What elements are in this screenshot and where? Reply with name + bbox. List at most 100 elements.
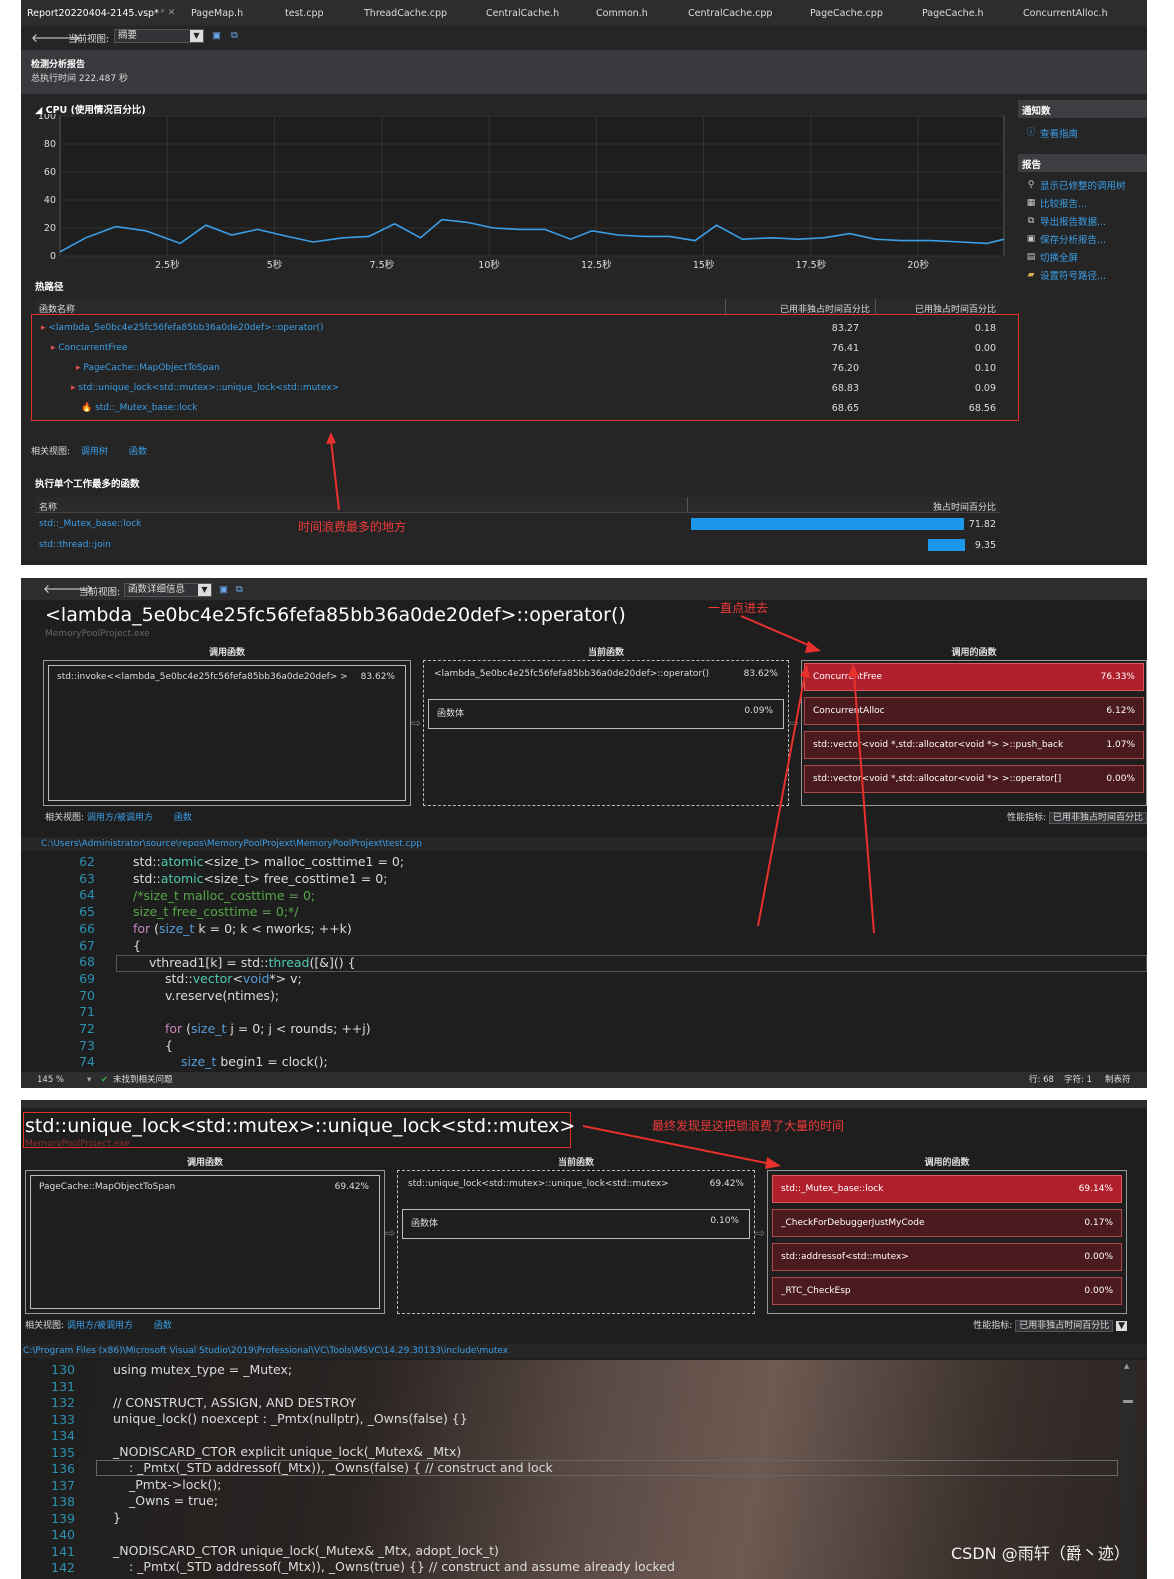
col-exclusive[interactable]: 已用独占时间百分比 [914,305,996,315]
current-function-name[interactable]: <lambda_5e0bc4e25fc56fefa85bb36a0de20def… [434,669,710,679]
functions-link[interactable]: 函数 [173,813,192,823]
tab-threadcache-cpp[interactable]: ThreadCache.cpp [364,8,448,19]
tab-test-cpp[interactable]: test.cpp [285,8,324,19]
set-symbol-path-link[interactable]: ▰ 设置符号路径... [1027,270,1107,282]
col-exclusive-pct[interactable]: 独占时间百分比 [932,503,996,513]
callee-item[interactable]: _CheckForDebuggerJustMyCode 0.17% [772,1209,1122,1237]
current-function-name[interactable]: std::unique_lock<std::mutex>::unique_loc… [408,1179,669,1189]
save-icon[interactable]: ▣ [212,30,221,41]
forward-arrow-icon[interactable]: 🡒 [61,582,94,596]
hot-path-row[interactable]: 🔥 std::_Mutex_base::lock [81,403,198,413]
calltree-link[interactable]: 调用树 [80,447,108,457]
show-trimmed-calltree-link[interactable]: ⚲ 显示已修整的调用树 [1027,180,1126,192]
scroll-up-icon[interactable]: ▲ [1124,1362,1130,1370]
function-body-item[interactable]: 函数体 0.10% [402,1209,750,1239]
report-header-section: 报告 [1018,154,1147,172]
compare-icon: ▦ [1026,198,1036,208]
current-heading: 当前函数 [557,1158,594,1168]
x-tick-label: 20秒 [907,259,929,271]
tab-mode[interactable]: 制表符 [1105,1075,1131,1085]
callee-item[interactable]: ConcurrentAlloc 6.12% [804,697,1144,725]
col-inclusive[interactable]: 已用非独占时间百分比 [779,305,870,315]
line-number: 134 [51,1428,75,1443]
annotation-lock-waste: 最终发现是这把锁浪费了大量的时间 [652,1119,845,1133]
tab-pagecache-h[interactable]: PageCache.h [922,8,984,19]
back-arrow-icon[interactable]: 🡐 [31,31,64,45]
tab-centralcache-h[interactable]: CentralCache.h [486,8,560,19]
line-number: 66 [79,920,95,936]
most-work-row-name[interactable]: std::_Mutex_base::lock [39,519,142,529]
line-number: 136 [51,1461,75,1476]
issues-status[interactable]: 未找到相关问题 [113,1075,173,1085]
annotation-keep-clicking: 一直点进去 [708,601,769,615]
view-select[interactable]: 函数详细信息 ▼ [124,583,212,597]
metric-select[interactable]: 已用非独占时间百分比 [1048,812,1147,824]
source-file-path[interactable]: C:\Users\Administrator\source\repos\Memo… [21,837,1147,851]
hot-path-row[interactable]: ▸ std::unique_lock<std::mutex>::unique_l… [71,383,340,393]
line-number: 72 [79,1021,95,1036]
y-tick-label: 100 [38,114,56,122]
tab-close-icon[interactable]: ᵖ ✕ [161,8,176,18]
chevron-down-icon[interactable]: ▼ [198,584,211,596]
view-select-value: 摘要 [118,30,138,41]
hot-path-row[interactable]: ▸ <lambda_5e0bc4e25fc56fefa85bb36a0de20d… [41,323,324,333]
back-arrow-icon[interactable]: 🡐 [43,582,76,596]
most-work-row-name[interactable]: std::thread::join [39,540,111,550]
functions-link[interactable]: 函数 [128,447,147,457]
save-icon[interactable]: ▣ [219,584,228,595]
callee-item[interactable]: std::_Mutex_base::lock 69.14% [772,1175,1122,1203]
save-report-link[interactable]: ▣ 保存分析报告... [1026,234,1107,246]
col-name[interactable]: 名称 [39,503,58,513]
inclusive-value: 68.65 [831,403,859,414]
toggle-fullscreen-link[interactable]: ▤ 切换全屏 [1026,252,1079,264]
hot-path-row[interactable]: ▸ PageCache::MapObjectToSpan [76,363,220,373]
chevron-down-icon[interactable]: ▾ [87,1075,92,1085]
scroll-thumb[interactable] [1123,1400,1133,1403]
tab-common-h[interactable]: Common.h [596,8,648,19]
line-number: 65 [79,904,95,920]
view-guide-link[interactable]: ⓘ 查看指南 [1026,128,1079,140]
caller-item[interactable]: std::invoke<<lambda_5e0bc4e25fc56fefa85b… [48,665,406,801]
export-icon[interactable]: ⧉ [236,584,243,595]
cpu-series-line [59,218,1005,253]
related-views: 相关视图: 调用方/被调用方 函数 [45,813,192,823]
chevron-down-icon[interactable]: ▼ [1116,1321,1127,1331]
callee-item[interactable]: ConcurrentFree 76.33% [804,663,1144,691]
tab-pagecache-cpp[interactable]: PageCache.cpp [810,8,883,19]
vertical-scrollbar[interactable]: ▲ [1121,1360,1135,1579]
view-select[interactable]: 摘要 ▼ [114,29,204,43]
hot-path-icon: ▸ [71,383,79,393]
exclusive-value: 0.09 [974,383,996,394]
source-file-path[interactable]: C:\Program Files (x86)\Microsoft Visual … [21,1344,1147,1358]
metric-select[interactable]: 已用非独占时间百分比 [1015,1320,1114,1332]
y-tick-label: 40 [44,195,56,206]
caller-item[interactable]: PageCache::MapObjectToSpan 69.42% [30,1175,380,1309]
tab-centralcache-cpp[interactable]: CentralCache.cpp [688,8,773,19]
compare-report-link[interactable]: ▦ 比较报告... [1026,198,1088,210]
export-report-data-link[interactable]: ⧉ 导出报告数据... [1027,216,1107,228]
hot-path-row[interactable]: ▸ ConcurrentFree [51,343,128,353]
callee-item[interactable]: std::addressof<std::mutex> 0.00% [772,1243,1122,1271]
line-number: 71 [79,1004,95,1020]
code-editor[interactable]: 130 131 132 133 134 135 136 137 138 139 140 141 142 … [21,1362,1131,1579]
export-icon[interactable]: ⧉ [231,30,238,41]
zoom-level[interactable]: 145 % [37,1075,65,1085]
callers-callees-link[interactable]: 调用方/被调用方 [86,813,153,823]
tab-report[interactable]: Report20220404-2145.vsp* [27,8,159,19]
calltree-icon: ⚲ [1027,180,1035,190]
forward-arrow-icon[interactable]: 🡒 [48,31,81,45]
code-editor[interactable]: 62 63 64 65 66 67 68 69 70 71 72 73 74 std::atomic<s… [21,854,1147,1069]
most-work-header: 名称 独占时间百分比 [35,497,1000,513]
callers-callees-link[interactable]: 调用方/被调用方 [66,1321,133,1331]
line-number: 67 [79,937,95,953]
chevron-down-icon[interactable]: ▼ [190,30,203,42]
function-body-item[interactable]: 函数体 0.09% [428,699,784,729]
current-function-box: std::unique_lock<std::mutex>::unique_loc… [397,1170,755,1314]
tab-pagemap[interactable]: PageMap.h [191,8,244,19]
x-tick-label: 7.5秒 [370,259,395,271]
callee-item[interactable]: _RTC_CheckEsp 0.00% [772,1277,1122,1305]
functions-link[interactable]: 函数 [153,1321,172,1331]
line-number: 73 [79,1037,95,1053]
col-function-name[interactable]: 函数名称 [39,305,76,315]
tab-concurrentalloc-h[interactable]: ConcurrentAlloc.h [1023,8,1108,19]
